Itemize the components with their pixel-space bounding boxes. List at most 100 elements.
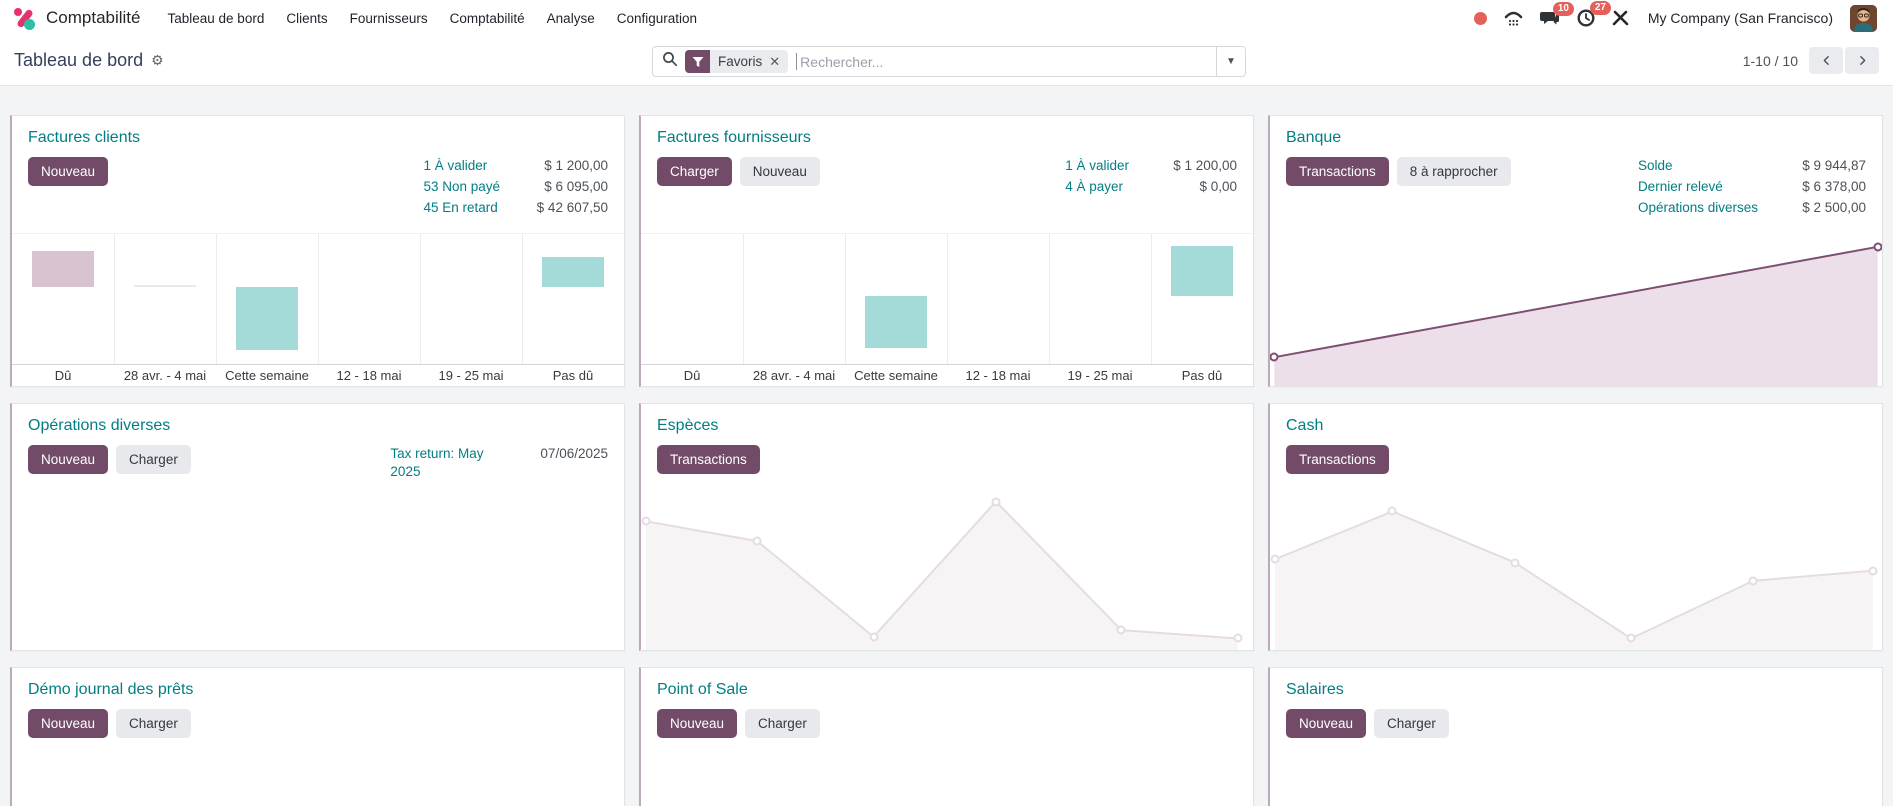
axis-label: Pas dû <box>1181 368 1223 383</box>
card-operations-diverses: Opérations diverses Nouveau Charger Tax ret… <box>10 403 625 651</box>
menu-item-clients[interactable]: Clients <box>286 10 328 26</box>
stat-link[interactable]: 1 À valider <box>423 158 488 173</box>
stat-amount: $ 1 200,00 <box>1173 158 1237 173</box>
axis-label: 12 - 18 mai <box>965 368 1031 383</box>
search-bar[interactable]: Favoris ✕ Rechercher... ▼ <box>652 46 1246 77</box>
pager-range[interactable]: 1-10 / 10 <box>1742 52 1798 69</box>
menu-item-fournisseurs[interactable]: Fournisseurs <box>349 10 428 26</box>
axis-label: Dû <box>683 368 701 383</box>
operations-diverses-nouveau-button[interactable]: Nouveau <box>28 445 109 474</box>
tax-return-date: 07/06/2025 <box>540 446 608 461</box>
page-title: Tableau de bord <box>14 50 144 70</box>
data-point-marker <box>1116 625 1126 635</box>
card-point-of-sale: Point of Sale Nouveau Charger <box>639 667 1254 806</box>
voip-phone-icon[interactable] <box>1504 10 1523 27</box>
stat-amount: $ 0,00 <box>1199 179 1237 194</box>
stat-link[interactable]: Dernier relevé <box>1637 179 1723 194</box>
app-brand[interactable]: Comptabilité <box>12 6 141 31</box>
facet-label: Favoris <box>718 54 763 69</box>
chart-bar <box>1171 245 1233 297</box>
menu-item-analyse[interactable]: Analyse <box>546 10 595 26</box>
app-name[interactable]: Comptabilité <box>46 8 141 27</box>
tax-return-link[interactable]: Tax return: May 2025 <box>390 446 484 479</box>
menu-item-configuration[interactable]: Configuration <box>616 10 698 26</box>
control-panel: Tableau de bord ⚙ Favoris ✕ Rechercher..… <box>0 36 1893 86</box>
axis-label: 19 - 25 mai <box>438 368 504 383</box>
card-stats: 1 À valider $ 1 200,00 4 À payer $ 0,00 <box>1065 157 1237 195</box>
chart-bar <box>236 287 298 350</box>
cash-transactions-button[interactable]: Transactions <box>1286 445 1389 474</box>
menu-item-tableau-de-bord[interactable]: Tableau de bord <box>167 10 265 26</box>
point-of-sale-charger-button[interactable]: Charger <box>745 709 820 738</box>
messages-icon[interactable]: 10 <box>1539 1 1574 27</box>
debug-tools-icon[interactable] <box>1612 10 1629 27</box>
bar-chart: Dû 28 avr. - 4 mai Cette semaine 12 - 18 ma… <box>641 233 1253 386</box>
gear-icon[interactable]: ⚙ <box>151 52 164 68</box>
card-title[interactable]: Cash <box>1286 417 1324 434</box>
card-title[interactable]: Point of Sale <box>657 681 748 698</box>
activities-clock-icon[interactable]: 27 <box>1577 1 1611 27</box>
card-title[interactable]: Espèces <box>657 417 719 434</box>
search-facet-favoris: Favoris ✕ <box>685 50 789 73</box>
card-demo-journal-des-prets: Démo journal des prêts Nouveau Charger <box>10 667 625 806</box>
point-of-sale-nouveau-button[interactable]: Nouveau <box>657 709 738 738</box>
data-point-marker <box>1510 558 1520 568</box>
chart-bar <box>865 296 927 349</box>
main-menu: Tableau de bord Clients Fournisseurs Compta… <box>157 3 709 34</box>
card-title[interactable]: Banque <box>1286 129 1342 146</box>
filter-funnel-icon <box>685 50 710 73</box>
chart-bar <box>32 250 94 288</box>
stat-link[interactable]: 1 À valider <box>1065 158 1129 173</box>
factures-clients-nouveau-button[interactable]: Nouveau <box>28 157 109 186</box>
search-dropdown-toggle[interactable]: ▼ <box>1216 47 1245 76</box>
salaires-charger-button[interactable]: Charger <box>1374 709 1449 738</box>
axis-label: Cette semaine <box>225 368 309 383</box>
card-stats: 1 À valider $ 1 200,00 53 Non payé $ 6 095,… <box>423 157 608 216</box>
next-page-button[interactable] <box>1845 47 1879 74</box>
search-input[interactable]: Rechercher... <box>800 53 884 70</box>
banque-8-rapprocher-button[interactable]: 8 à rapprocher <box>1396 157 1511 186</box>
card-factures-fournisseurs: Factures fournisseurs Charger Nouveau 1 À v… <box>639 115 1254 387</box>
card-stats: Solde $ 9 944,87 Dernier relevé $ 6 378,00 O… <box>1638 157 1866 216</box>
search-icon <box>662 51 678 72</box>
menu-item-comptabilit[interactable]: Comptabilité <box>449 10 525 26</box>
text-caret <box>796 53 798 70</box>
stat-link[interactable]: Opérations diverses <box>1637 200 1758 215</box>
user-avatar[interactable] <box>1850 4 1877 32</box>
card-title[interactable]: Opérations diverses <box>28 417 171 434</box>
stat-link[interactable]: 4 À payer <box>1065 179 1123 194</box>
card-title[interactable]: Factures fournisseurs <box>657 129 811 146</box>
card-title[interactable]: Démo journal des prêts <box>28 681 194 698</box>
facet-close-icon[interactable]: ✕ <box>769 54 781 69</box>
data-point-marker <box>1233 633 1243 643</box>
stat-link[interactable]: 45 En retard <box>423 200 498 215</box>
recording-indicator-icon[interactable] <box>1473 11 1487 25</box>
factures-fournisseurs-nouveau-button[interactable]: Nouveau <box>739 157 820 186</box>
demo-journal-des-prets-nouveau-button[interactable]: Nouveau <box>28 709 109 738</box>
especes-transactions-button[interactable]: Transactions <box>657 445 760 474</box>
data-point-marker <box>1626 633 1636 643</box>
card-factures-clients: Factures clients Nouveau 1 À valider $ 1 20… <box>10 115 625 387</box>
dashboard-grid: Factures clients Nouveau 1 À valider $ 1 20… <box>0 86 1893 806</box>
demo-journal-des-prets-charger-button[interactable]: Charger <box>116 709 191 738</box>
prev-page-button[interactable] <box>1809 47 1843 74</box>
stat-amount: $ 42 607,50 <box>536 200 608 215</box>
operations-diverses-charger-button[interactable]: Charger <box>116 445 191 474</box>
axis-label: 12 - 18 mai <box>336 368 402 383</box>
data-point-marker <box>1873 242 1882 252</box>
card-title[interactable]: Salaires <box>1286 681 1344 698</box>
axis-label: Dû <box>54 368 72 383</box>
top-navbar: Comptabilité Tableau de bord Clients Fourn… <box>0 0 1893 36</box>
banque-transactions-button[interactable]: Transactions <box>1286 157 1389 186</box>
card-title[interactable]: Factures clients <box>28 129 141 146</box>
salaires-nouveau-button[interactable]: Nouveau <box>1286 709 1367 738</box>
company-switcher[interactable]: My Company (San Francisco) <box>1647 10 1833 26</box>
stat-link[interactable]: 53 Non payé <box>423 179 500 194</box>
card-banque: Banque Transactions 8 à rapprocher Solde $ 9… <box>1268 115 1883 387</box>
stat-amount: $ 1 200,00 <box>544 158 608 173</box>
stat-link[interactable]: Solde <box>1637 158 1673 173</box>
accounting-app-icon <box>12 6 37 31</box>
breadcrumb: Tableau de bord ⚙ <box>14 50 164 71</box>
factures-fournisseurs-charger-button[interactable]: Charger <box>657 157 732 186</box>
messages-badge: 10 <box>1552 1 1574 16</box>
